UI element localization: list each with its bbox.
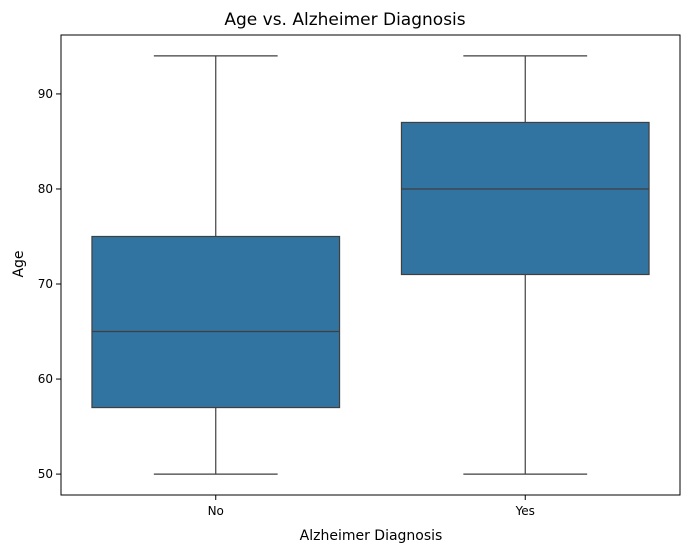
x-tick-label: No [208,504,224,518]
box-yes [400,121,650,276]
y-tick-label: 90 [38,87,53,101]
y-tick-label: 80 [38,182,53,196]
plot-area: 50 60 70 80 90 No Yes [38,34,681,518]
y-tick-label: 70 [38,277,53,291]
y-tick-label: 50 [38,467,53,481]
y-tick-label: 60 [38,372,53,386]
axes-frame [60,34,681,496]
box-no [91,235,341,409]
x-axis-label: Alzheimer Diagnosis [300,528,443,544]
x-tick-label: Yes [515,504,535,518]
chart-title: Age vs. Alzheimer Diagnosis [224,10,465,30]
y-axis-label: Age [11,250,27,277]
